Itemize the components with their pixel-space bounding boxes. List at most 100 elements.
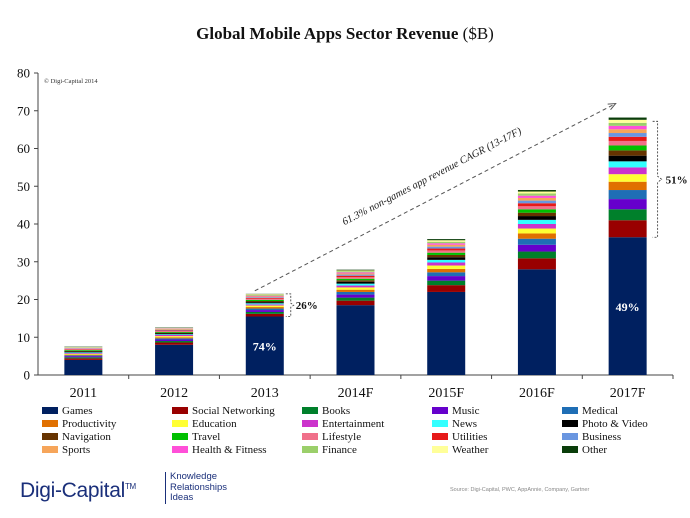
bar-2016f-news [517, 219, 556, 224]
bar-2013-navigation [245, 301, 284, 303]
bar-2015f-finance [427, 241, 466, 244]
legend-item-productivity: Productivity [42, 417, 172, 430]
bar-2012-navigation [155, 332, 194, 334]
bar-2017f-productivity [608, 181, 647, 191]
label-2017-games-share: 49% [616, 300, 640, 314]
bar-2011-games [64, 359, 103, 375]
x-tick-label-2012: 2012 [160, 386, 188, 400]
legend-label-utilities: Utilities [452, 430, 488, 443]
bar-2016f-books [517, 251, 556, 259]
bar-2016f-travel [517, 209, 556, 213]
bar-2016f-entertainment [517, 224, 556, 229]
legend-item-weather: Weather [432, 443, 562, 456]
bar-2011-news [64, 352, 103, 354]
bar-2015f-music [427, 276, 466, 281]
bar-2015f-productivity [427, 268, 466, 273]
bar-2011-travel [64, 350, 103, 351]
bar-2013-education [245, 305, 284, 308]
bar-2015f-news [427, 259, 466, 263]
legend-swatch-social-networking [172, 407, 188, 414]
bar-2011-social-networking [64, 358, 103, 360]
logo-tm: TM [124, 482, 136, 491]
bar-2017f-books [608, 209, 647, 221]
legend-item-photo-video: Photo & Video [562, 417, 690, 430]
bar-2017f-lifestyle [608, 140, 647, 146]
bar-2016f-utilities [517, 203, 556, 207]
bar-2013-photo-video [245, 302, 284, 304]
bar-2013-entertainment [245, 304, 284, 306]
bar-2013-medical [245, 308, 284, 311]
chart-title-unit: ($B) [462, 24, 494, 43]
legend-swatch-weather [432, 446, 448, 453]
bar-2013-finance [245, 294, 284, 296]
bar-2015f-other [427, 239, 466, 241]
legend-swatch-productivity [42, 420, 58, 427]
cagr-arrow-line [254, 103, 616, 292]
x-tick-label-2013: 2013 [251, 386, 279, 400]
bar-2016f-lifestyle [517, 206, 556, 210]
bracket-2017 [652, 120, 663, 238]
bar-2016f-games [517, 269, 556, 375]
bar-2015f-travel [427, 252, 466, 255]
legend-label-finance: Finance [322, 443, 357, 456]
bar-2012-lifestyle [155, 331, 194, 332]
bar-2015f-entertainment [427, 262, 466, 266]
bar-2013-news [245, 303, 284, 305]
chart-title: Global Mobile Apps Sector Revenue ($B) [0, 24, 690, 44]
legend-item-health-fitness: Health & Fitness [172, 443, 302, 456]
legend-label-business: Business [582, 430, 622, 443]
bar-2014f-productivity [336, 289, 375, 292]
chart-legend: Games Social Networking Books Music Medical P… [42, 404, 672, 456]
bar-2014f-health-fitness [336, 272, 375, 274]
bar-2016f-music [517, 244, 556, 252]
bar-2013-travel [245, 299, 284, 302]
legend-swatch-finance [302, 446, 318, 453]
bar-2016f-photo-video [517, 216, 556, 220]
legend-item-games: Games [42, 404, 172, 417]
bar-2016f-business [517, 200, 556, 204]
bar-2017f-photo-video [608, 155, 647, 162]
legend-label-health-fitness: Health & Fitness [192, 443, 267, 456]
bar-2017f-music [608, 199, 647, 210]
bar-2016f-productivity [517, 233, 556, 239]
bar-2017f-entertainment [608, 167, 647, 175]
label-2017-non-games-share: 51% [666, 174, 688, 186]
bar-2014f-photo-video [336, 281, 375, 284]
legend-label-lifestyle: Lifestyle [322, 430, 362, 443]
legend-swatch-sports [42, 446, 58, 453]
cagr-label: 61.3% non-games app revenue CAGR (13-17F… [341, 126, 524, 228]
bar-2014f-medical [336, 291, 375, 295]
bar-2011-medical [64, 355, 103, 357]
legend-item-entertainment: Entertainment [302, 417, 432, 430]
bar-2012-games [155, 344, 194, 375]
bar-2017f-social-networking [608, 220, 647, 238]
bar-2014f-finance [336, 271, 375, 273]
logo-tagline: Knowledge Relationships Ideas [165, 471, 228, 504]
bar-2017f-navigation [608, 150, 647, 156]
bar-2015f-sports [427, 244, 466, 247]
bar-2017f-weather [608, 119, 647, 123]
bar-2013-music [245, 310, 284, 312]
tagline-relationships: Relationships [170, 481, 228, 493]
bar-2016f-weather [517, 191, 556, 194]
bar-2012-books [155, 341, 194, 343]
legend-item-music: Music [432, 404, 562, 417]
bar-2017f-other [608, 117, 647, 120]
bar-2014f-business [336, 274, 375, 276]
legend-swatch-business [562, 433, 578, 440]
bar-2017f-business [608, 133, 647, 137]
bar-2014f-news [336, 283, 375, 286]
bar-2017f-finance [608, 122, 647, 126]
bar-2012-travel [155, 331, 194, 333]
legend-swatch-other [562, 446, 578, 453]
bar-2012-medical [155, 338, 194, 340]
label-2013-non-games-share: 26% [296, 300, 318, 312]
bar-2015f-education [427, 265, 466, 269]
bar-2014f-navigation [336, 280, 375, 282]
legend-item-books: Books [302, 404, 432, 417]
copyright-note: © Digi-Capital 2014 [44, 78, 98, 85]
bar-2013-games [245, 316, 284, 375]
legend-swatch-photo-video [562, 420, 578, 427]
bar-2016f-medical [517, 238, 556, 245]
bar-2015f-weather [427, 240, 466, 242]
